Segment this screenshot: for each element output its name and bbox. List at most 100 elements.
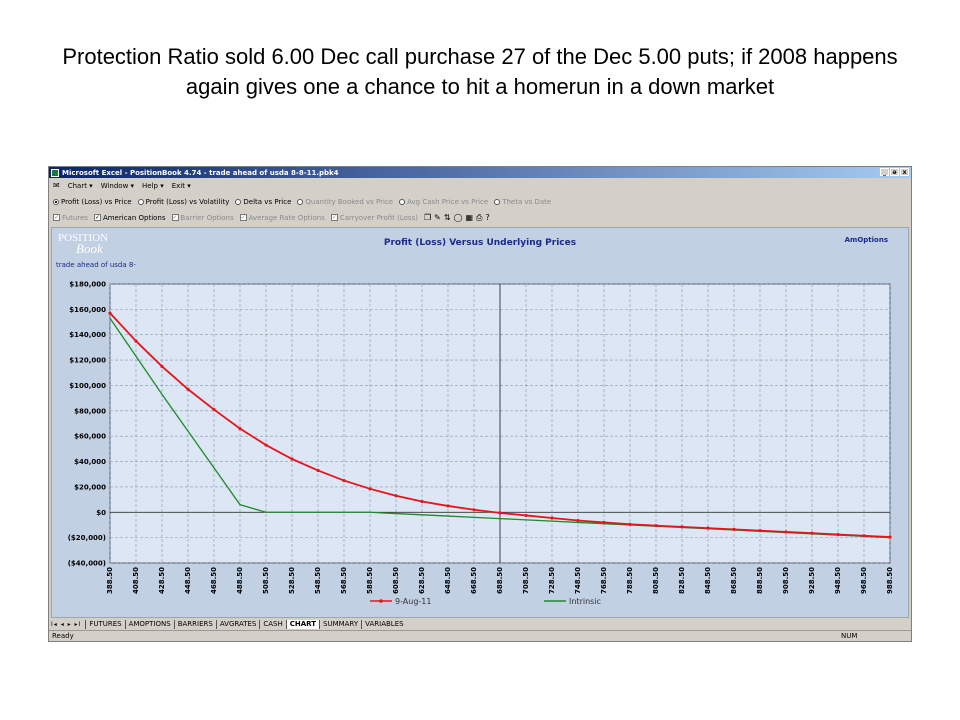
series-point bbox=[810, 531, 814, 535]
slide-title: Protection Ratio sold 6.00 Dec call purc… bbox=[62, 44, 898, 99]
tab-chart[interactable]: CHART bbox=[285, 619, 319, 629]
radio-profit-vs-price[interactable]: Profit (Loss) vs Price bbox=[53, 198, 132, 206]
series-point bbox=[394, 494, 398, 498]
tab-avgrates[interactable]: AVGRATES bbox=[215, 619, 260, 629]
x-tick-label: 408.50 bbox=[132, 567, 140, 594]
menu-help[interactable]: Help ▾ bbox=[142, 181, 164, 190]
x-tick-label: 588.50 bbox=[366, 567, 374, 594]
menu-chart[interactable]: Chart ▾ bbox=[67, 181, 93, 190]
radio-theta-vs-date[interactable]: Theta vs Date bbox=[494, 198, 551, 206]
pencil-icon[interactable]: ✎ bbox=[434, 213, 441, 222]
x-tick-label: 448.50 bbox=[184, 567, 192, 594]
tab-variables[interactable]: VARIABLES bbox=[361, 619, 406, 629]
toolbar-icons: ❐ ✎ ⇅ ◯ ▦ ⎙ ? bbox=[424, 213, 490, 223]
x-tick-label: 848.50 bbox=[704, 567, 712, 594]
chart-area: ($40,000) ($20,000) $0 $20,000 $40,000 $60,00… bbox=[51, 227, 909, 618]
print-icon[interactable]: ⎙ bbox=[476, 212, 483, 222]
check-label: Futures bbox=[62, 213, 88, 222]
tab-amoptions[interactable]: AMOPTIONS bbox=[124, 619, 174, 629]
series-point bbox=[654, 523, 658, 528]
check-carryover-profit[interactable]: ✓ Carryover Profit (Loss) bbox=[330, 214, 418, 222]
x-tick-label: 648.50 bbox=[444, 567, 452, 594]
check-futures[interactable]: ✓ Futures bbox=[53, 214, 88, 222]
window-titlebar: Microsoft Excel - PositionBook 4.74 - tr… bbox=[49, 167, 911, 178]
series-point bbox=[186, 387, 190, 391]
check-label: American Options bbox=[102, 213, 166, 222]
radio-avg-cash-price[interactable]: Avg Cash Price vs Price bbox=[399, 198, 488, 206]
window-title: Microsoft Excel - PositionBook 4.74 - tr… bbox=[62, 168, 339, 177]
x-tick-label: 808.50 bbox=[652, 567, 660, 594]
x-tick-label: 608.50 bbox=[392, 567, 400, 594]
menu-exit[interactable]: Exit ▾ bbox=[171, 181, 191, 190]
check-american-options[interactable]: ✓ American Options bbox=[93, 213, 166, 222]
series-point bbox=[862, 534, 866, 538]
radio-label: Delta vs Price bbox=[243, 197, 292, 206]
legend-label: 9-Aug-11 bbox=[395, 597, 432, 606]
check-average-rate-options[interactable]: ✓ Average Rate Options bbox=[239, 213, 325, 222]
x-tick-label: 728.50 bbox=[548, 567, 556, 594]
radio-profit-vs-volatility[interactable]: Profit (Loss) vs Volatility bbox=[137, 198, 229, 206]
radio-dot-icon bbox=[53, 198, 59, 205]
checkbox-icon: ✓ bbox=[239, 214, 247, 221]
series-point bbox=[368, 487, 372, 491]
check-barrier-options[interactable]: ✓ Barrier Options bbox=[171, 214, 234, 222]
x-tick-label: 968.50 bbox=[860, 567, 868, 594]
series-point bbox=[784, 530, 788, 534]
app-menu-icon[interactable]: ✉ bbox=[53, 181, 60, 190]
sheet-tab-bar: I◂ ◂ ▸ ▸I FUTURES AMOPTIONS BARRIERS AVG… bbox=[49, 619, 911, 629]
comment-icon[interactable]: ◯ bbox=[453, 213, 463, 222]
tab-navigation-arrows[interactable]: I◂ ◂ ▸ ▸I bbox=[51, 620, 82, 628]
y-tick-label: $160,000 bbox=[69, 306, 106, 314]
check-label: Average Rate Options bbox=[248, 213, 325, 222]
series-point bbox=[524, 513, 528, 518]
series-point bbox=[680, 525, 684, 529]
x-tick-label: 868.50 bbox=[730, 567, 738, 594]
chart-icon[interactable]: ▦ bbox=[465, 213, 474, 222]
y-tick-label: $20,000 bbox=[74, 483, 106, 491]
restore-button[interactable]: ə bbox=[890, 168, 899, 176]
radio-quantity-booked[interactable]: Quantity Booked vs Price bbox=[297, 198, 393, 206]
menu-window[interactable]: Window ▾ bbox=[100, 181, 135, 190]
series-point bbox=[602, 520, 606, 525]
copy-icon[interactable]: ❐ bbox=[423, 213, 432, 222]
y-tick-label: $100,000 bbox=[69, 382, 106, 390]
x-tick-label: 828.50 bbox=[678, 567, 686, 594]
y-tick-label: $40,000 bbox=[74, 458, 106, 466]
x-tick-label: 508.50 bbox=[262, 567, 270, 594]
tab-summary[interactable]: SUMMARY bbox=[319, 619, 361, 629]
checkbox-icon: ✓ bbox=[93, 214, 101, 221]
series-point bbox=[706, 526, 710, 530]
radio-delta-vs-price[interactable]: Delta vs Price bbox=[235, 198, 291, 206]
x-tick-label: 908.50 bbox=[782, 567, 790, 594]
help-icon[interactable]: ? bbox=[485, 213, 490, 222]
close-button[interactable]: x bbox=[900, 168, 909, 176]
y-tick-label: ($40,000) bbox=[68, 560, 106, 568]
tab-futures[interactable]: FUTURES bbox=[85, 619, 124, 629]
series-point bbox=[108, 311, 112, 315]
y-tick-label: $120,000 bbox=[69, 357, 106, 365]
status-ready: Ready bbox=[52, 632, 74, 640]
x-tick-label: 468.50 bbox=[210, 567, 218, 594]
y-tick-label: $60,000 bbox=[74, 433, 106, 441]
chart-tag: AmOptions bbox=[844, 236, 888, 244]
tab-barriers[interactable]: BARRIERS bbox=[173, 619, 216, 629]
series-point bbox=[732, 527, 736, 531]
x-tick-label: 788.50 bbox=[626, 567, 634, 594]
x-tick-label: 488.50 bbox=[236, 567, 244, 594]
series-point bbox=[264, 443, 268, 447]
series-point bbox=[758, 529, 762, 533]
menu-bar: ✉ Chart ▾ Window ▾ Help ▾ Exit ▾ bbox=[49, 179, 191, 192]
radio-dot-icon bbox=[137, 198, 144, 205]
series-point bbox=[160, 364, 164, 369]
series-point bbox=[836, 532, 840, 537]
y-tick-label: $180,000 bbox=[69, 281, 106, 289]
series-point bbox=[628, 522, 632, 526]
options-check-bar: ✓ Futures ✓ American Options ✓ Barrier Opti… bbox=[49, 211, 490, 224]
legend-marker bbox=[379, 599, 383, 603]
x-tick-label: 948.50 bbox=[834, 567, 842, 594]
sort-icon[interactable]: ⇅ bbox=[443, 213, 451, 222]
minimize-button[interactable]: _ bbox=[880, 168, 889, 176]
tab-cash[interactable]: CASH bbox=[259, 619, 285, 629]
x-tick-label: 688.50 bbox=[496, 567, 504, 594]
series-point bbox=[238, 426, 242, 431]
